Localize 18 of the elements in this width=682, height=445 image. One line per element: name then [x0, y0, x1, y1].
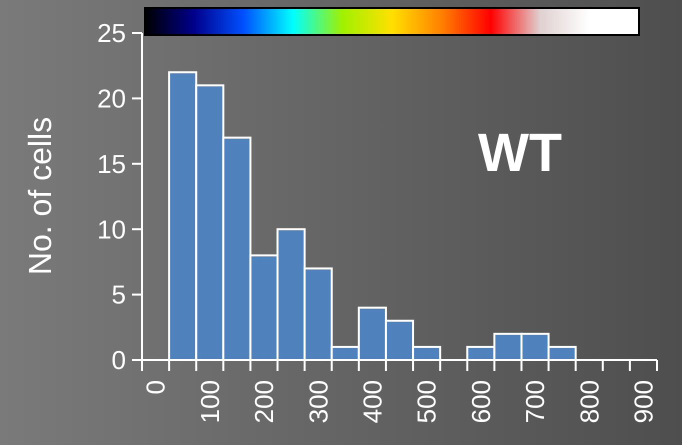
x-tick-label: 600	[466, 380, 496, 424]
x-tick-label: 500	[412, 380, 442, 424]
x-tick-label: 0	[140, 380, 171, 394]
x-tick-label: 400	[357, 380, 388, 424]
y-tick-label: 25	[97, 18, 126, 48]
x-tick-label: 300	[303, 380, 334, 424]
x-tick-label: 100	[194, 380, 225, 424]
y-tick-label: 15	[97, 148, 126, 179]
x-tick-label: 800	[574, 380, 604, 424]
y-tick-label: 20	[97, 84, 126, 114]
x-tick-label: 700	[520, 380, 550, 424]
y-tick-label: 0	[112, 345, 126, 376]
y-axis-title: No. of cells	[22, 116, 58, 276]
y-tick-label: 10	[97, 214, 126, 244]
y-tick-label: 5	[112, 280, 126, 310]
x-tick-label: 900	[628, 380, 659, 424]
annotation: WT	[478, 122, 562, 183]
x-tick-label: 200	[249, 380, 280, 424]
